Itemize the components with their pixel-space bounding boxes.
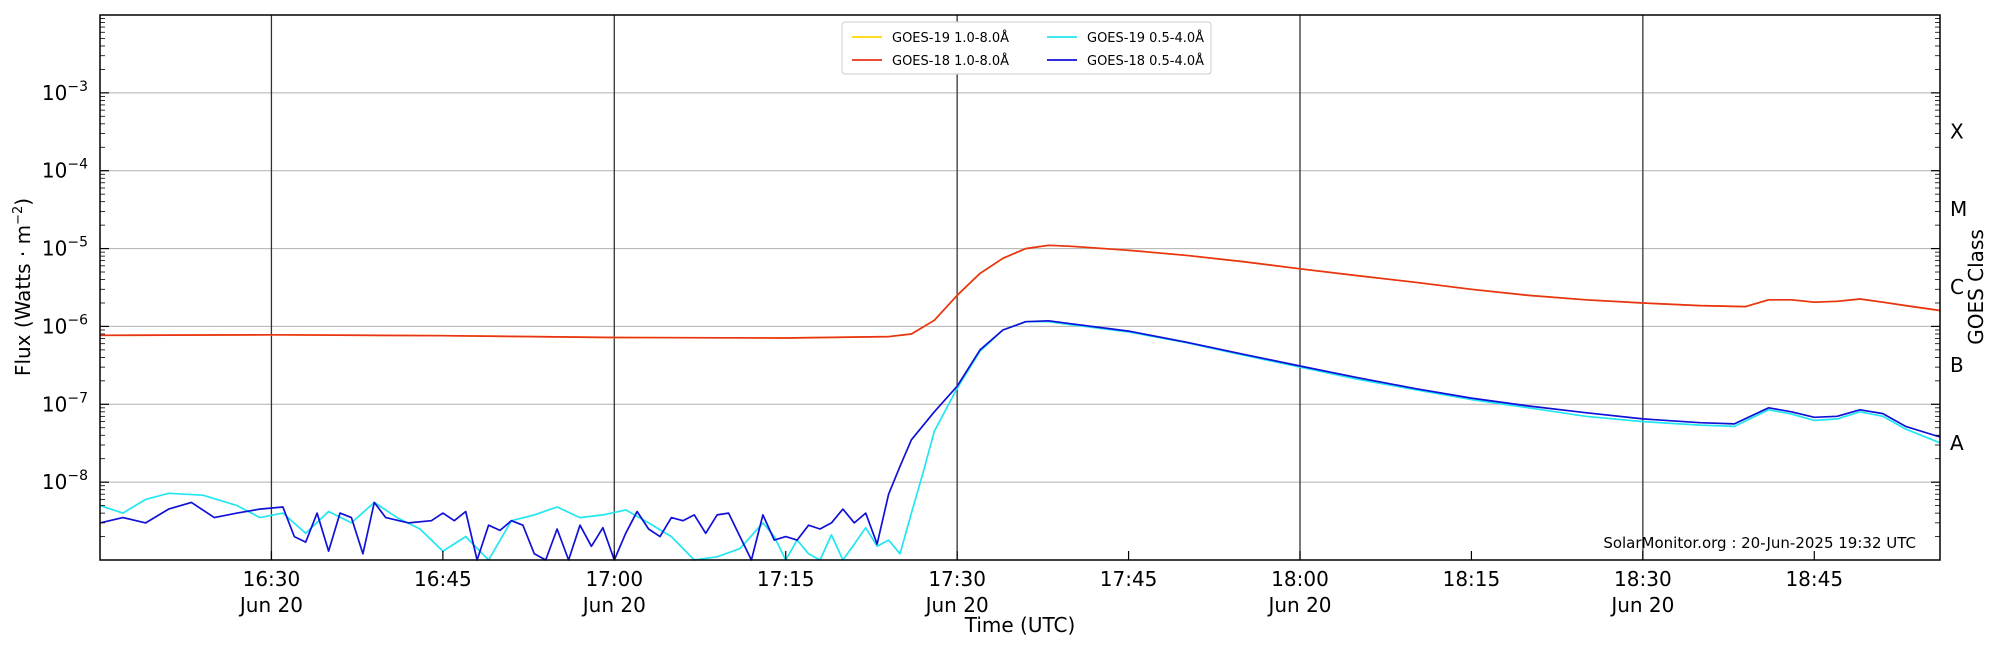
y-tick-label: 10−8 xyxy=(42,468,88,494)
legend-label: GOES-18 0.5-4.0Å xyxy=(1087,53,1204,69)
x-tick-label: 18:00 xyxy=(1271,567,1329,591)
x-tick-label: 17:30 xyxy=(928,567,986,591)
x-tick-label: 16:45 xyxy=(414,567,472,591)
x-axis-label: Time (UTC) xyxy=(964,613,1076,637)
x-tick-label: 17:15 xyxy=(757,567,815,591)
x-tick-label: 18:45 xyxy=(1785,567,1843,591)
legend: GOES-19 1.0-8.0Å GOES-18 1.0-8.0Å GOES-19 … xyxy=(841,21,1212,75)
watermark: SolarMonitor.org : 20-Jun-2025 19:32 UTC xyxy=(1603,534,1916,552)
legend-label: GOES-19 1.0-8.0Å xyxy=(892,30,1009,46)
x-tick-label: 16:30 xyxy=(243,567,301,591)
x-tick-label: 17:45 xyxy=(1100,567,1158,591)
y-tick-label: 10−7 xyxy=(42,390,88,416)
legend-label: GOES-19 0.5-4.0Å xyxy=(1087,30,1204,46)
x-tick-date-label: Jun 20 xyxy=(1609,593,1674,617)
x-tick-label: 18:15 xyxy=(1443,567,1501,591)
series-line-3 xyxy=(99,319,1941,561)
legend-label: GOES-18 1.0-8.0Å xyxy=(892,53,1009,69)
goes-class-label: X xyxy=(1950,119,1964,143)
goes-class-label: A xyxy=(1950,431,1964,455)
legend-box xyxy=(841,21,1212,75)
goes-class-axis-label: GOES Class xyxy=(1964,229,1988,345)
y-tick-label: 10−3 xyxy=(42,79,88,105)
goes-class-label: M xyxy=(1950,197,1967,221)
x-tick-label: 18:30 xyxy=(1614,567,1672,591)
series-line-1 xyxy=(99,244,1941,339)
goes-class-label: B xyxy=(1950,353,1964,377)
y-tick-label: 10−4 xyxy=(42,157,88,183)
x-tick-label: 17:00 xyxy=(585,567,643,591)
y-tick-label: 10−5 xyxy=(42,235,88,261)
x-tick-date-label: Jun 20 xyxy=(238,593,303,617)
x-tick-date-label: Jun 20 xyxy=(924,593,989,617)
y-tick-label: 10−6 xyxy=(42,312,88,338)
y-axis-label: Flux (Watts · m−2) xyxy=(11,198,35,376)
x-tick-date-label: Jun 20 xyxy=(1266,593,1331,617)
series-line-2 xyxy=(99,320,1941,561)
x-tick-date-label: Jun 20 xyxy=(581,593,646,617)
plot-frame xyxy=(99,14,1941,561)
goes-class-label: C xyxy=(1950,275,1964,299)
